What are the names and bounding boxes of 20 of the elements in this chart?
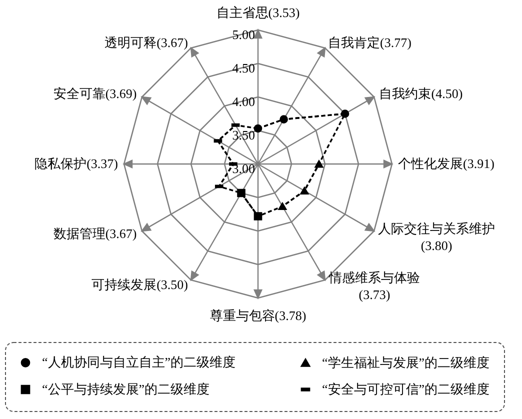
spoke-label: 自我约束(4.50) [379,86,463,101]
spoke-label: 个性化发展(3.91) [398,156,494,171]
spoke-label: 自主省思(3.53) [216,5,300,20]
spoke-label: 情感维系与体验(3.73) [328,270,420,302]
legend-label: “公平与持续发展”的二级维度 [42,382,210,396]
legend-label: “人机协同与自立自主”的二级维度 [42,354,236,370]
spoke-label: 人际交往与关系维护(3.80) [378,221,496,253]
legend-label: “学生福祉与发展”的二级维度 [322,354,490,370]
legend-label: “安全与可控可信”的二级维度 [322,382,490,396]
spoke-label: 数据管理(3.67) [53,226,137,241]
spoke-label: 尊重与包容(3.78) [210,308,306,323]
y-tick-label: 4.50 [232,60,255,76]
y-tick-label: 3.50 [232,128,255,142]
spoke-label: 隐私保护(3.37) [34,156,118,171]
spoke-label: 安全可靠(3.69) [53,86,137,101]
spoke-label: 透明可释(3.67) [104,34,188,50]
y-tick-label: 4.00 [232,94,255,109]
spoke-label: 可持续发展(3.50) [92,277,188,292]
spoke-label: 自我肯定(3.77) [328,34,412,50]
y-tick-label: 5.00 [232,27,255,42]
